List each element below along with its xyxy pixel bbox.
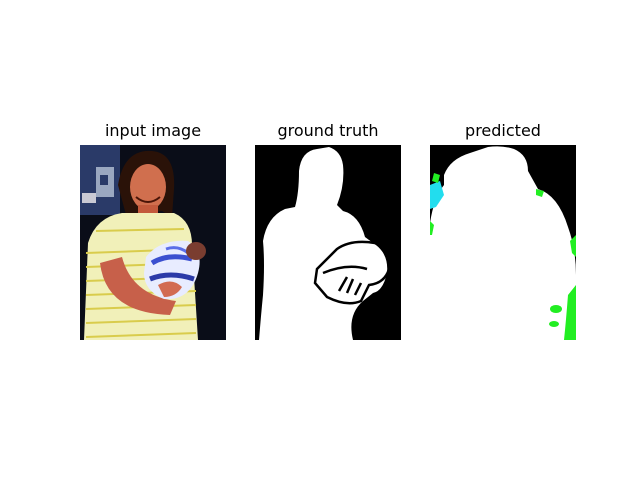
input-image-panel [80, 145, 226, 340]
panel-title-ground-truth: ground truth [277, 121, 379, 140]
panel-title-predicted: predicted [465, 121, 541, 140]
predicted-panel [430, 145, 576, 340]
predicted-mask [430, 145, 576, 340]
ground-truth-mask [255, 145, 401, 340]
ground-truth-panel [255, 145, 401, 340]
panel-title-input-image: input image [104, 121, 202, 140]
input-image-photo [80, 145, 226, 340]
